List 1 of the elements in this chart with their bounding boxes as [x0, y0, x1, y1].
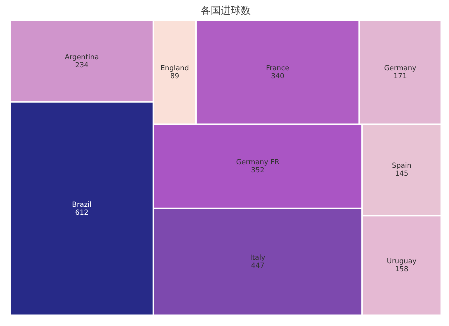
text: 各国进球数: [201, 5, 251, 17]
